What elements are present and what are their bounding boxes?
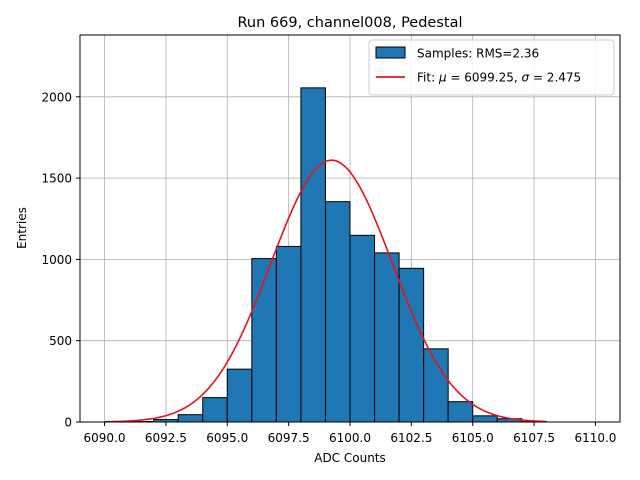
histogram-bar [226, 368, 253, 423]
x-tick-label: 6100.0 [329, 431, 371, 445]
legend-box [368, 39, 615, 96]
x-tick-label: 6092.5 [145, 431, 187, 445]
x-tick-label: 6110.0 [574, 431, 616, 445]
y-axis-ticks: 0 500 1000 1500 2000 [41, 90, 80, 430]
y-tick-label: 2000 [41, 90, 72, 104]
x-tick-label: 6107.5 [513, 431, 555, 445]
x-tick-label: 6095.0 [206, 431, 248, 445]
y-tick-label: 1000 [41, 253, 72, 267]
histogram-bar [177, 414, 204, 423]
x-tick-label: 6102.5 [390, 431, 432, 445]
gaussian-fit-curve [104, 159, 547, 423]
legend: Samples: RMS=2.36 Fit: μ = 6099.25, σ = … [368, 39, 615, 96]
histogram-bar [202, 397, 228, 423]
legend-fit-label: Fit: μ = 6099.25, σ = 2.475 [417, 71, 581, 85]
legend-hist-label: Samples: RMS=2.36 [417, 47, 539, 61]
y-tick-label: 1500 [41, 172, 72, 186]
y-tick-label: 500 [49, 334, 72, 348]
histogram-bar [447, 401, 474, 423]
histogram-bar [300, 87, 326, 423]
x-tick-label: 6090.0 [84, 431, 126, 445]
histogram-bar [251, 258, 277, 423]
histogram-bar [423, 348, 449, 423]
x-tick-label: 6097.5 [268, 431, 310, 445]
histogram-bar [374, 252, 400, 423]
x-axis-ticks: 6090.0 6092.5 6095.0 6097.5 6100.0 6102.5 6105… [84, 422, 616, 445]
histogram-bar [324, 201, 351, 423]
x-axis-label: ADC Counts [314, 451, 386, 465]
y-axis-label: Entries [15, 207, 29, 249]
y-tick-label: 0 [64, 416, 72, 430]
histogram-bar [349, 234, 376, 423]
histogram-bar [472, 415, 498, 423]
x-tick-label: 6105.0 [452, 431, 494, 445]
legend-hist-swatch [375, 46, 406, 59]
histogram-bar [275, 245, 302, 423]
chart-title: Run 669, channel008, Pedestal [237, 15, 462, 31]
histogram-bars [128, 87, 547, 423]
